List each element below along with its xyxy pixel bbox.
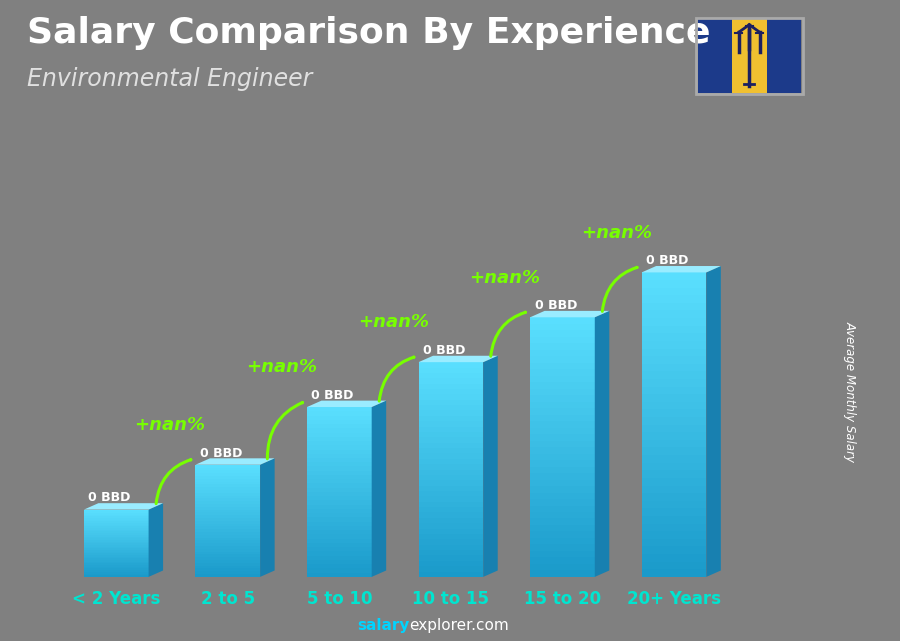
Text: +nan%: +nan% <box>246 358 317 376</box>
Polygon shape <box>195 458 274 465</box>
Text: Salary Comparison By Experience: Salary Comparison By Experience <box>27 16 710 50</box>
Polygon shape <box>595 311 609 577</box>
FancyArrowPatch shape <box>491 312 526 356</box>
Text: 20+ Years: 20+ Years <box>627 590 721 608</box>
Text: < 2 Years: < 2 Years <box>72 590 160 608</box>
Text: 5 to 10: 5 to 10 <box>307 590 372 608</box>
Polygon shape <box>148 503 163 577</box>
Polygon shape <box>372 401 386 577</box>
Text: 0 BBD: 0 BBD <box>423 344 465 357</box>
Polygon shape <box>307 401 386 407</box>
Text: 0 BBD: 0 BBD <box>535 299 577 312</box>
Text: Environmental Engineer: Environmental Engineer <box>27 67 312 91</box>
Bar <box>698 19 732 93</box>
Polygon shape <box>418 356 498 362</box>
Polygon shape <box>530 311 609 317</box>
Text: 15 to 20: 15 to 20 <box>524 590 601 608</box>
Polygon shape <box>84 503 163 510</box>
FancyArrowPatch shape <box>156 460 191 504</box>
Text: 10 to 15: 10 to 15 <box>412 590 490 608</box>
Polygon shape <box>483 356 498 577</box>
Text: salary: salary <box>357 618 410 633</box>
FancyArrowPatch shape <box>379 357 414 401</box>
Bar <box>767 19 801 93</box>
Text: 0 BBD: 0 BBD <box>311 389 354 402</box>
Text: +nan%: +nan% <box>469 269 540 287</box>
Text: +nan%: +nan% <box>357 313 428 331</box>
Bar <box>732 19 767 93</box>
Text: 0 BBD: 0 BBD <box>646 254 688 267</box>
Polygon shape <box>260 458 274 577</box>
Polygon shape <box>642 266 721 272</box>
Text: +nan%: +nan% <box>580 224 652 242</box>
Polygon shape <box>706 266 721 577</box>
Text: 0 BBD: 0 BBD <box>200 447 242 460</box>
Text: 0 BBD: 0 BBD <box>88 492 130 504</box>
FancyArrowPatch shape <box>602 267 637 312</box>
FancyArrowPatch shape <box>267 403 302 459</box>
Text: +nan%: +nan% <box>135 416 205 434</box>
Text: explorer.com: explorer.com <box>410 618 509 633</box>
Text: Average Monthly Salary: Average Monthly Salary <box>844 320 857 462</box>
Text: 2 to 5: 2 to 5 <box>201 590 255 608</box>
